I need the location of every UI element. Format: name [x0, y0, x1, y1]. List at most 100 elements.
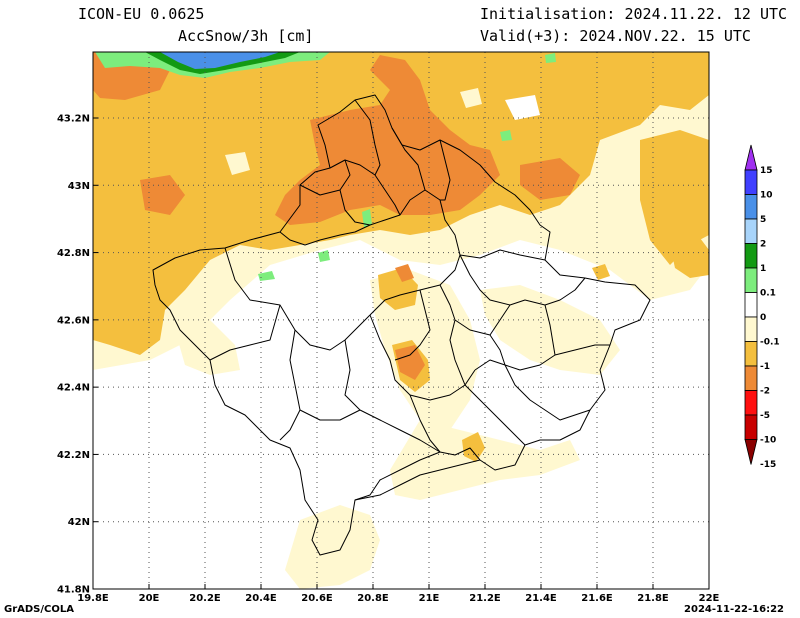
internal-border-4 [354, 99, 381, 176]
field-green-spot-2 [318, 250, 330, 262]
legend-label: -15 [760, 460, 776, 470]
lon-tick-label: 20.4E [245, 593, 277, 604]
internal-border-13 [409, 394, 441, 453]
legend-label: 10 [760, 191, 773, 201]
lat-tick-label: 42.4N [57, 383, 90, 394]
legend-swatch [744, 194, 758, 220]
lon-tick-label: 21.8E [637, 593, 669, 604]
field-orange-north-small [395, 264, 414, 282]
legend-label: 15 [760, 166, 773, 176]
lat-tick-label: 42.8N [57, 248, 90, 259]
lon-tick-label: 21.2E [469, 593, 501, 604]
legend-swatch [744, 243, 758, 269]
internal-border-3 [299, 159, 401, 216]
field-orange-north-band [275, 55, 500, 225]
field-green-spot-1 [258, 271, 275, 281]
internal-border-11 [279, 329, 301, 441]
lat-tick-label: 42.2N [57, 450, 90, 461]
field-green-spot-4 [500, 130, 512, 141]
color-legend: 15 10 5 2 1 0.1 0 -0.1 -1 -2 -5 -10 -15 [744, 144, 780, 470]
field-light-yellow-east [480, 285, 620, 375]
internal-border-6 [439, 139, 451, 201]
internal-border-19 [209, 304, 281, 361]
field-yellow-orange-east [640, 130, 709, 265]
lon-tick-label: 21.6E [581, 593, 613, 604]
software-credit: GrADS/COLA [4, 604, 74, 615]
internal-border-15 [464, 384, 526, 446]
lat-tick-label: 42N [68, 517, 90, 528]
legend-label: 5 [760, 215, 766, 225]
map-frame-border [92, 51, 710, 590]
internal-border-12 [344, 339, 441, 453]
internal-border-24 [339, 189, 371, 226]
internal-border-25 [329, 159, 346, 169]
internal-border-22 [449, 319, 466, 386]
field-white-spot-west [225, 152, 250, 175]
internal-border-14 [299, 409, 361, 421]
internal-border-18 [544, 304, 556, 356]
legend-label: -1 [760, 362, 770, 372]
longitude-labels: 19.8E 20E 20.2E 20.4E 20.6E 20.8E 21E 21.2E 21.4… [77, 584, 720, 604]
model-title: ICON-EU 0.0625 [78, 5, 205, 23]
latitude-labels: 43.2N 43N 42.8N 42.6N 42.4N 42.2N 42N 41.8N [57, 114, 98, 596]
internal-border-21 [394, 289, 431, 361]
field-light-yellow-west [175, 320, 240, 375]
legend-label: -0.1 [760, 338, 780, 348]
valid-time: Valid(+3): 2024.NOV.22. 15 UTC [480, 27, 751, 45]
field-white-spot-north2 [460, 88, 482, 108]
lon-tick-label: 20.8E [357, 593, 389, 604]
legend-arrow-top [744, 144, 758, 171]
initialisation-time: Initialisation: 2024.11.22. 12 UTC [480, 5, 788, 23]
field-blue-top [160, 52, 280, 69]
legend-swatch [744, 390, 758, 416]
legend-swatch [744, 316, 758, 342]
lat-tick-label: 43N [68, 181, 90, 192]
internal-border-1 [224, 247, 371, 351]
legend-swatch [744, 341, 758, 367]
render-timestamp: 2024-11-22-16:22 [684, 604, 784, 615]
legend-swatch [744, 267, 758, 293]
legend-label: 0.1 [760, 289, 776, 299]
lat-tick-label: 41.8N [57, 585, 90, 596]
field-yellow-orange-far-east [670, 238, 709, 278]
legend-swatch [744, 365, 758, 391]
legend-arrow-bottom [744, 439, 758, 465]
internal-border-20 [459, 254, 511, 306]
field-white-spot-north [505, 95, 540, 120]
field-green-spot-5 [545, 53, 556, 63]
legend-label: 1 [760, 264, 766, 274]
legend-label: 2 [760, 240, 766, 250]
lat-tick-label: 42.6N [57, 315, 90, 326]
internal-border-5 [391, 127, 426, 191]
legend-swatch [744, 414, 758, 440]
legend-swatch [744, 292, 758, 318]
administrative-borders [152, 94, 651, 556]
country-border [152, 94, 651, 556]
lon-tick-label: 21E [419, 593, 440, 604]
shaded-field-layer [93, 52, 709, 589]
lon-tick-label: 21.4E [525, 593, 557, 604]
legend-label: -2 [760, 387, 770, 397]
internal-border-9 [439, 277, 586, 336]
legend-label: -5 [760, 411, 770, 421]
field-light-yellow-southwest [285, 505, 380, 589]
field-orange-east [520, 158, 580, 200]
internal-border-17 [489, 334, 506, 366]
legend-label: 0 [760, 313, 766, 323]
internal-border-16 [504, 364, 591, 421]
lon-tick-label: 20.6E [301, 593, 333, 604]
legend-swatch [744, 169, 758, 195]
field-light-yellow-south [390, 420, 580, 500]
legend-label: -10 [760, 436, 776, 446]
field-yellow-orange-south [462, 432, 485, 462]
internal-border-10 [474, 344, 610, 371]
lon-tick-label: 19.8E [77, 593, 109, 604]
lon-tick-label: 20E [139, 593, 160, 604]
lon-tick-label: 20.2E [189, 593, 221, 604]
field-green-spot-3 [362, 209, 372, 227]
variable-title: AccSnow/3h [cm] [178, 27, 314, 45]
internal-border-23 [354, 459, 481, 501]
legend-swatch [744, 218, 758, 244]
lat-tick-label: 43.2N [57, 114, 90, 125]
